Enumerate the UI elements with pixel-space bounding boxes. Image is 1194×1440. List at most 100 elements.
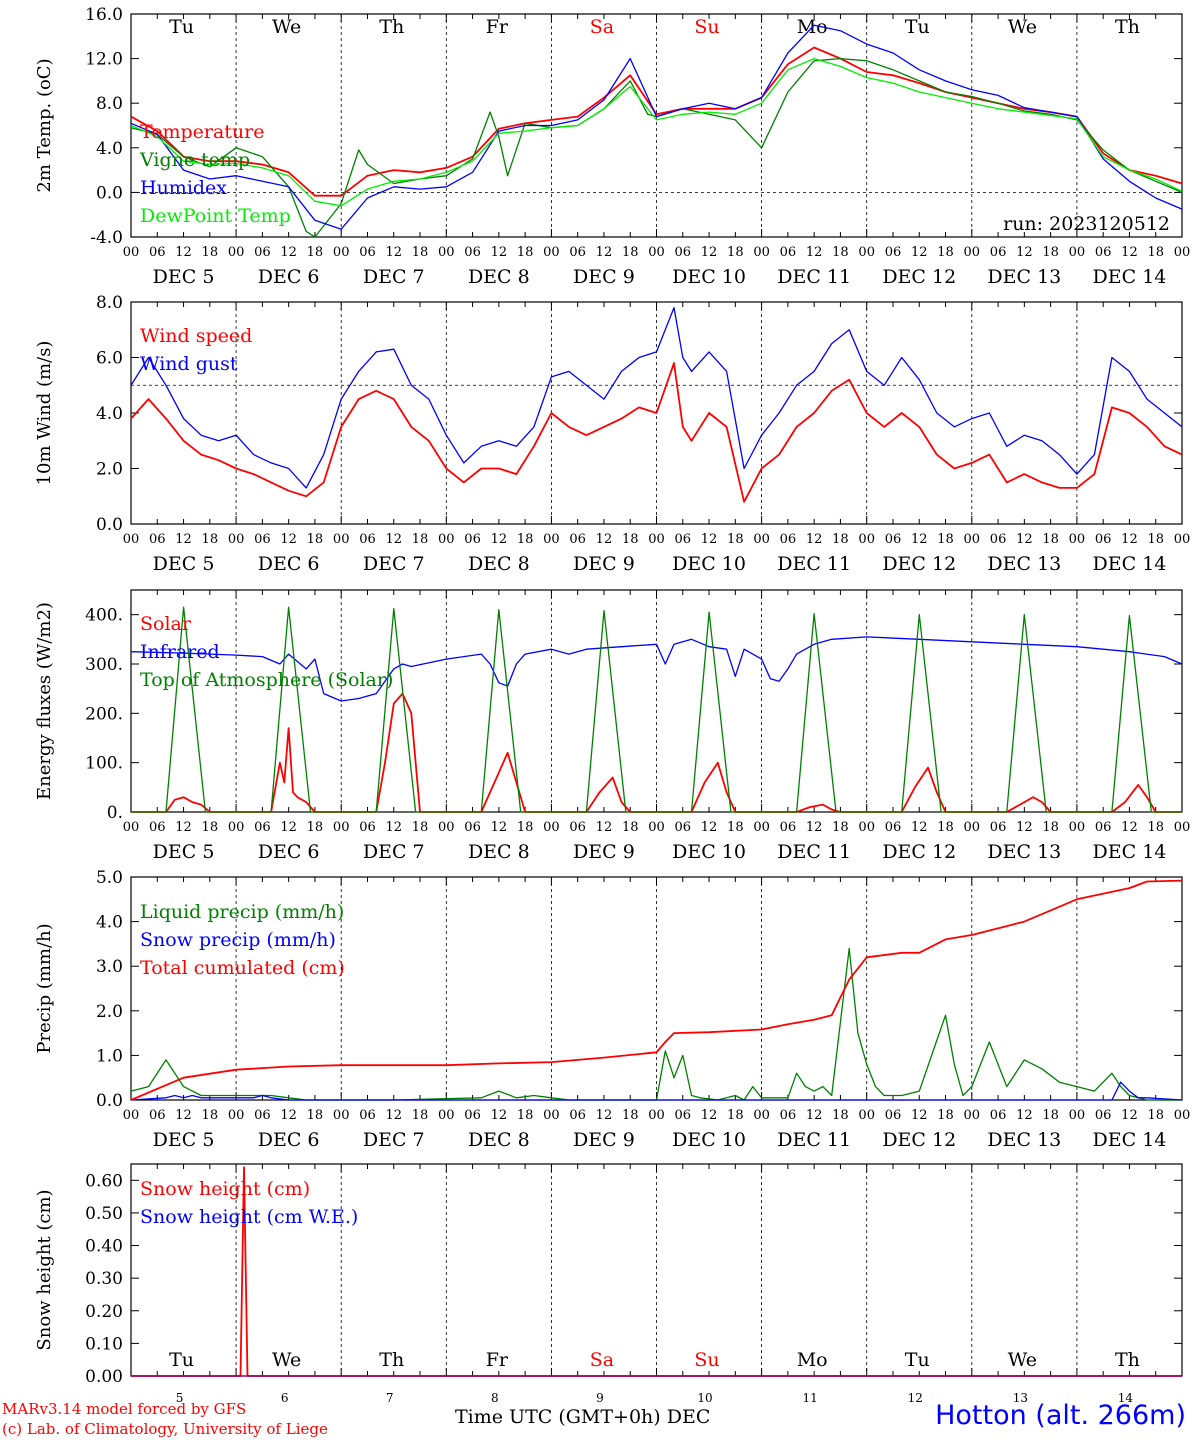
y-tick-label: 0. (107, 803, 123, 823)
day-number-label: 7 (386, 1391, 394, 1405)
x-hour-label: 06 (1095, 820, 1112, 835)
x-hour-label: 12 (385, 1108, 402, 1123)
y-axis-label: Snow height (cm) (34, 1189, 55, 1350)
x-hour-label: 12 (1016, 820, 1033, 835)
x-hour-label: 00 (648, 532, 665, 547)
x-hour-label: 00 (964, 1108, 981, 1123)
x-hour-label: 18 (1147, 245, 1164, 260)
y-tick-label: 0.40 (85, 1237, 123, 1257)
x-hour-label: 18 (937, 820, 954, 835)
legend-entry: Solar (140, 613, 192, 635)
day-number-label: 5 (176, 1391, 184, 1405)
x-hour-label: 18 (1042, 532, 1059, 547)
date-label: DEC 10 (672, 553, 746, 575)
x-hour-label: 00 (753, 245, 770, 260)
date-label: DEC 12 (882, 841, 956, 863)
x-hour-label: 12 (280, 245, 297, 260)
x-hour-label: 12 (701, 245, 718, 260)
panel-5: 0.00 0.10 0.20 0.30 0.40 0.50 0.60 Snow height … (34, 1163, 1183, 1405)
x-hour-label: 00 (753, 532, 770, 547)
date-label: DEC 10 (672, 266, 746, 288)
x-hour-label: 06 (254, 532, 271, 547)
x-hour-label: 06 (254, 820, 271, 835)
x-hour-label: 12 (280, 1108, 297, 1123)
x-hour-label: 18 (937, 245, 954, 260)
day-number-label: 13 (1013, 1391, 1028, 1405)
date-label: DEC 13 (987, 553, 1061, 575)
y-tick-label: 0.10 (85, 1334, 123, 1354)
x-hour-label: 06 (780, 245, 797, 260)
y-tick-label: 400. (85, 606, 123, 626)
run-label: run: 2023120512 (1003, 213, 1170, 235)
x-hour-label: 18 (727, 245, 744, 260)
y-tick-label: 300. (85, 655, 123, 675)
credit-lab: (c) Lab. of Climatology, University of L… (2, 1420, 328, 1438)
legend-entry: Infrared (140, 641, 220, 663)
x-hour-label: 06 (149, 245, 166, 260)
y-axis-label: Precip (mm/h) (34, 923, 55, 1053)
day-number-label: 10 (697, 1391, 712, 1405)
x-hour-label: 18 (937, 1108, 954, 1123)
legend-entry: Total cumulated (cm) (140, 957, 345, 979)
series-line (131, 692, 1182, 813)
x-hour-label: 06 (1095, 245, 1112, 260)
x-hour-label: 18 (727, 820, 744, 835)
x-hour-label: 00 (438, 532, 455, 547)
x-hour-label: 06 (990, 532, 1007, 547)
x-hour-label: 18 (412, 820, 429, 835)
x-hour-label: 06 (359, 532, 376, 547)
x-hour-label: 00 (228, 1108, 245, 1123)
x-hour-label: 12 (911, 245, 928, 260)
x-hour-label: 12 (491, 1108, 508, 1123)
legend-entry: Snow height (cm) (140, 1178, 310, 1200)
y-tick-label: 6.0 (96, 349, 123, 369)
x-hour-label: 06 (569, 532, 586, 547)
date-label: DEC 6 (258, 266, 320, 288)
series-line (130, 57, 1183, 207)
y-tick-label: 0.50 (85, 1204, 123, 1224)
x-hour-label: 12 (911, 1108, 928, 1123)
y-tick-label: 0.0 (96, 1091, 123, 1111)
date-label: DEC 8 (468, 553, 530, 575)
x-hour-label: 12 (491, 820, 508, 835)
x-hour-label: 06 (464, 1108, 481, 1123)
x-hour-label: 06 (359, 245, 376, 260)
x-hour-label: 06 (885, 532, 902, 547)
x-hour-label: 06 (464, 245, 481, 260)
day-name-label: Su (694, 16, 719, 38)
x-hour-label: 12 (1016, 1108, 1033, 1123)
day-name-label: We (272, 1349, 301, 1371)
x-axis-label: Time UTC (GMT+0h) DEC (455, 1406, 710, 1428)
day-name-label: Sa (590, 1349, 614, 1371)
panel-1: -4.0 0.0 4.0 8.0 12.0 16.0 2m Temp. (oC) 00 06 12… (34, 5, 1190, 288)
x-hour-label: 06 (780, 532, 797, 547)
x-hour-label: 06 (885, 245, 902, 260)
x-hour-label: 18 (517, 1108, 534, 1123)
x-hour-label: 18 (307, 532, 324, 547)
plot-frame (130, 13, 1183, 238)
date-label: DEC 7 (363, 553, 425, 575)
y-tick-label: 0.0 (96, 183, 123, 203)
x-hour-label: 12 (175, 820, 192, 835)
x-hour-label: 00 (858, 245, 875, 260)
x-hour-label: 12 (911, 532, 928, 547)
x-hour-label: 00 (543, 532, 560, 547)
y-tick-label: 5.0 (96, 868, 123, 888)
x-hour-label: 06 (569, 245, 586, 260)
legend-entry: Top of Atmosphere (Solar) (140, 669, 393, 691)
x-hour-label: 00 (1174, 820, 1191, 835)
legend-entry: Snow precip (mm/h) (140, 929, 336, 951)
day-name-label: Tu (905, 1349, 930, 1371)
station-name: Hotton (alt. 266m) (935, 1400, 1186, 1431)
y-tick-label: 3.0 (96, 957, 123, 977)
y-tick-label: 0.30 (85, 1269, 123, 1289)
x-hour-label: 18 (412, 532, 429, 547)
x-hour-label: 12 (1121, 532, 1138, 547)
x-hour-label: 12 (175, 1108, 192, 1123)
day-name-label: We (1008, 16, 1037, 38)
legend-entry: Humidex (140, 177, 227, 199)
day-name-label: Fr (486, 1349, 509, 1371)
x-hour-label: 06 (254, 245, 271, 260)
x-axis-month: DEC (666, 1406, 711, 1428)
